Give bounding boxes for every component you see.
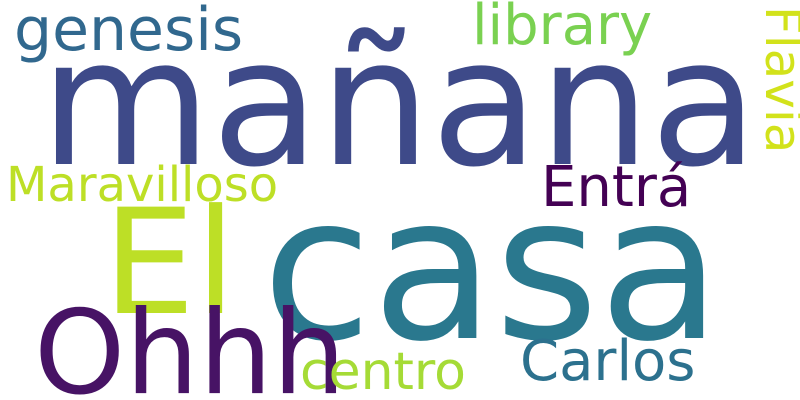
word-carlos: Carlos	[520, 329, 696, 394]
word-casa: casa	[262, 153, 722, 386]
word-ohhh: Ohhh	[34, 286, 346, 400]
word-genesis: genesis	[14, 0, 244, 65]
word-centro: centro	[300, 342, 466, 400]
word-el: El	[103, 178, 236, 348]
word-maravilloso: Maravilloso	[6, 157, 279, 213]
word-flavia: Flavia	[754, 6, 800, 154]
word-library: library	[472, 0, 653, 58]
word-manana: mañana	[40, 1, 759, 206]
word-entra: Entrá	[541, 155, 692, 220]
